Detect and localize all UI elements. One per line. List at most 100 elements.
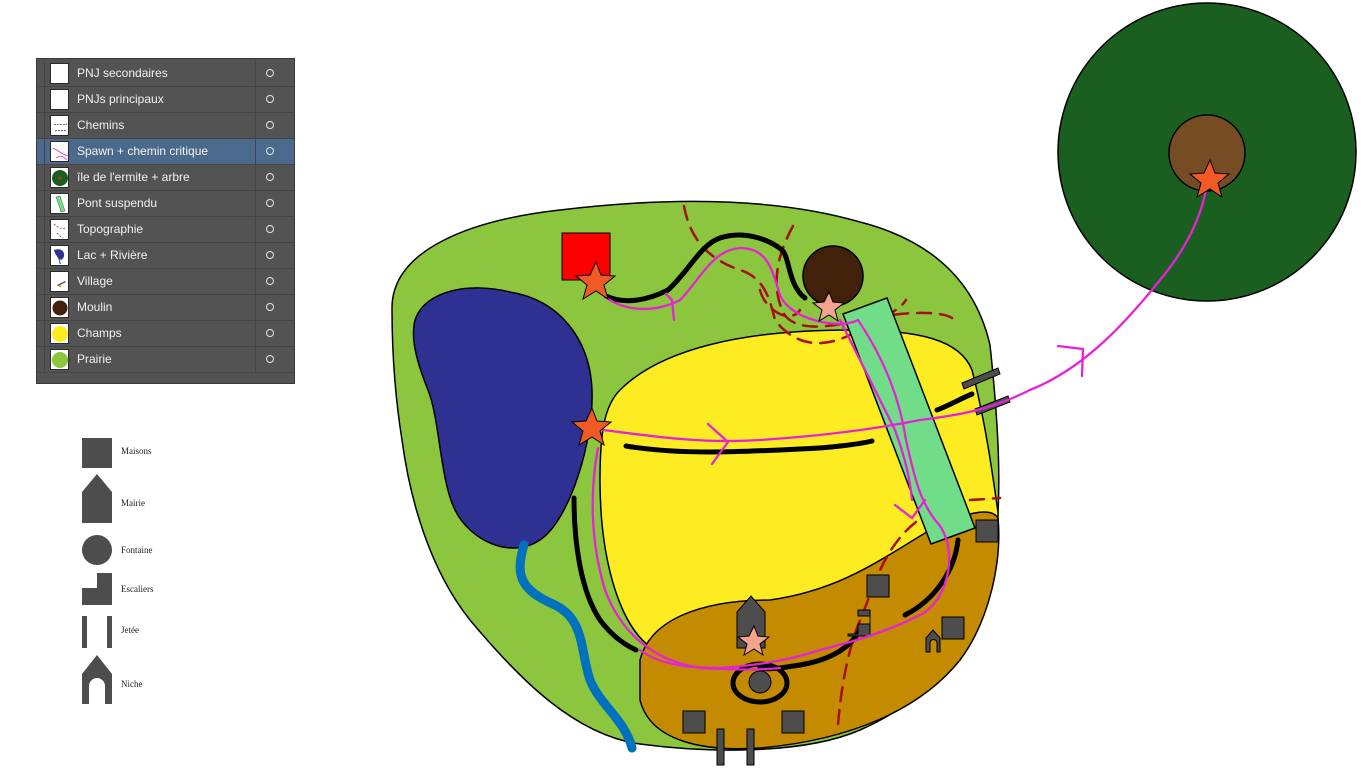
layer-name: Topographie	[77, 222, 144, 236]
village-thumb	[50, 271, 69, 292]
npc-star	[736, 624, 771, 657]
stars	[570, 158, 1231, 657]
visibility-toggle[interactable]	[37, 217, 45, 242]
blank-thumb	[50, 63, 69, 84]
visibility-toggle[interactable]	[37, 61, 45, 86]
target-circle-icon[interactable]	[266, 121, 274, 129]
layer-row-lac-riviere[interactable]: Lac + Rivière	[37, 243, 294, 269]
visibility-toggle[interactable]	[37, 295, 45, 320]
layer-name: Pont suspendu	[77, 196, 158, 210]
layer-row-spawn-chemin-critique[interactable]: Spawn + chemin critique	[37, 139, 294, 165]
layer-row-champs[interactable]: Champs	[37, 321, 294, 347]
meadow	[391, 200, 1000, 751]
layer-name: PNJs principaux	[77, 92, 164, 106]
visibility-toggle[interactable]	[37, 347, 45, 372]
legend-label-fontaine: Fontaine	[121, 545, 153, 555]
divider	[255, 321, 256, 346]
spawn-star	[574, 260, 617, 301]
visibility-toggle[interactable]	[37, 113, 45, 138]
layer-row-prairie[interactable]: Prairie	[37, 347, 294, 373]
layer-name: Spawn + chemin critique	[77, 144, 209, 158]
visibility-toggle[interactable]	[37, 87, 45, 112]
hermit-tree	[1168, 114, 1246, 192]
house	[941, 616, 965, 640]
house	[866, 574, 890, 598]
visibility-toggle[interactable]	[37, 191, 45, 216]
divider	[255, 61, 256, 86]
stairs	[847, 609, 871, 637]
layer-row-moulin[interactable]: Moulin	[37, 295, 294, 321]
target-circle-icon[interactable]	[266, 173, 274, 181]
island-thumb	[50, 167, 69, 188]
layer-row-pont-suspendu[interactable]: Pont suspendu	[37, 191, 294, 217]
layer-name: Chemins	[77, 118, 125, 132]
npc-star	[811, 290, 846, 323]
paths	[571, 232, 975, 705]
visibility-toggle[interactable]	[37, 139, 45, 164]
layer-name: Prairie	[77, 352, 112, 366]
critical-path	[586, 188, 1208, 671]
fields	[599, 329, 999, 651]
stairs-icon	[82, 573, 112, 605]
lake	[412, 287, 593, 549]
paths-thumb	[50, 115, 69, 136]
divider	[255, 113, 256, 138]
target-circle-icon[interactable]	[266, 199, 274, 207]
pier-post	[746, 728, 755, 766]
legend-label-maisons: Maisons	[121, 446, 152, 456]
hermit-island	[1057, 2, 1357, 302]
target-circle-icon[interactable]	[266, 69, 274, 77]
legend	[82, 438, 112, 704]
target-circle-icon[interactable]	[266, 95, 274, 103]
bridge-thumb	[50, 193, 69, 214]
layer-name: PNJ secondaires	[77, 66, 168, 80]
target-circle-icon[interactable]	[266, 251, 274, 259]
layer-name: Lac + Rivière	[77, 248, 148, 262]
layer-row-chemins[interactable]: Chemins	[37, 113, 294, 139]
layer-row-pnj-secondaires[interactable]: PNJ secondaires	[37, 61, 294, 87]
target-circle-icon[interactable]	[266, 277, 274, 285]
divider	[255, 217, 256, 242]
lake-thumb	[50, 245, 69, 266]
layer-name: île de l'ermite + arbre	[77, 170, 190, 184]
visibility-toggle[interactable]	[37, 321, 45, 346]
layer-name: Village	[77, 274, 113, 288]
layers-panel: PNJ secondaires PNJs principaux Chemins Spa…	[36, 58, 295, 384]
divider	[255, 87, 256, 112]
target-circle-icon[interactable]	[266, 303, 274, 311]
target-circle-icon[interactable]	[266, 225, 274, 233]
target-circle-icon[interactable]	[266, 329, 274, 337]
jetty	[961, 367, 1011, 416]
spawn-star	[1188, 158, 1231, 199]
legend-label-jetee: Jetée	[121, 625, 139, 635]
target-circle-icon[interactable]	[266, 355, 274, 363]
layer-row-topographie[interactable]: Topographie	[37, 217, 294, 243]
niche	[925, 629, 941, 653]
suspension-bridge	[842, 297, 976, 545]
layer-name: Moulin	[77, 300, 113, 314]
village-buildings	[682, 519, 999, 766]
town-hall-icon	[82, 474, 112, 523]
layer-row-pnjs-principaux[interactable]: PNJs principaux	[37, 87, 294, 113]
layer-row-ile-de-l-ermite-arbre[interactable]: île de l'ermite + arbre	[37, 165, 294, 191]
blank-thumb	[50, 89, 69, 110]
layer-row-village[interactable]: Village	[37, 269, 294, 295]
target-circle-icon[interactable]	[266, 147, 274, 155]
visibility-toggle[interactable]	[37, 165, 45, 190]
fountain-icon	[82, 535, 112, 565]
legend-label-escaliers: Escaliers	[121, 584, 154, 594]
niche-icon	[82, 655, 112, 704]
topography	[682, 204, 1002, 727]
river	[515, 540, 637, 753]
town-hall	[736, 595, 766, 649]
pier-post	[716, 728, 725, 766]
legend-label-niche: Niche	[121, 679, 143, 689]
house	[682, 710, 706, 734]
divider	[255, 347, 256, 372]
visibility-toggle[interactable]	[37, 269, 45, 294]
spawn-square	[561, 232, 611, 281]
divider	[255, 269, 256, 294]
meadow-thumb	[50, 349, 69, 370]
visibility-toggle[interactable]	[37, 243, 45, 268]
spawn-star	[570, 406, 613, 447]
